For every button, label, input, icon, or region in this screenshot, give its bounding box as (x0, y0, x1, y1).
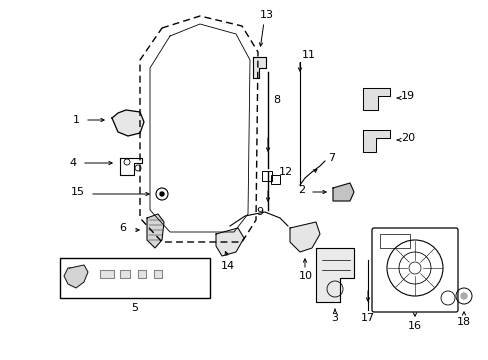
Bar (270, 175, 280, 184)
Bar (138, 270, 146, 278)
Polygon shape (154, 270, 162, 278)
Text: 17: 17 (360, 313, 374, 323)
Text: 5: 5 (131, 303, 138, 313)
Text: 2: 2 (298, 185, 305, 195)
Text: 4: 4 (69, 158, 77, 168)
Text: 9: 9 (256, 207, 263, 217)
Bar (154, 270, 162, 278)
Text: 7: 7 (328, 153, 335, 163)
Text: 3: 3 (331, 313, 338, 323)
Text: 18: 18 (456, 317, 470, 327)
Polygon shape (252, 57, 265, 78)
Text: 14: 14 (221, 261, 235, 271)
Bar (100, 270, 114, 278)
Circle shape (160, 192, 163, 196)
Polygon shape (332, 183, 353, 201)
FancyBboxPatch shape (371, 228, 457, 312)
Polygon shape (120, 270, 130, 278)
Polygon shape (138, 270, 146, 278)
Bar (120, 270, 130, 278)
Polygon shape (147, 214, 163, 248)
Polygon shape (64, 265, 88, 288)
Bar (60, 258, 209, 298)
Polygon shape (112, 110, 143, 136)
Text: 11: 11 (302, 50, 315, 60)
Text: 20: 20 (400, 133, 414, 143)
Text: 12: 12 (278, 167, 292, 177)
Text: 19: 19 (400, 91, 414, 101)
Bar (379, 234, 409, 248)
Text: 13: 13 (260, 10, 273, 20)
Polygon shape (362, 130, 389, 152)
Polygon shape (216, 228, 244, 256)
Text: 6: 6 (119, 223, 126, 233)
Text: 15: 15 (71, 187, 85, 197)
Polygon shape (289, 222, 319, 252)
Bar (262, 171, 271, 181)
Text: 1: 1 (72, 115, 80, 125)
Polygon shape (315, 248, 353, 302)
Polygon shape (362, 88, 389, 110)
Text: 8: 8 (273, 95, 280, 105)
Polygon shape (100, 270, 114, 278)
Circle shape (460, 293, 466, 299)
Text: 10: 10 (298, 271, 312, 281)
Text: 16: 16 (407, 321, 421, 331)
